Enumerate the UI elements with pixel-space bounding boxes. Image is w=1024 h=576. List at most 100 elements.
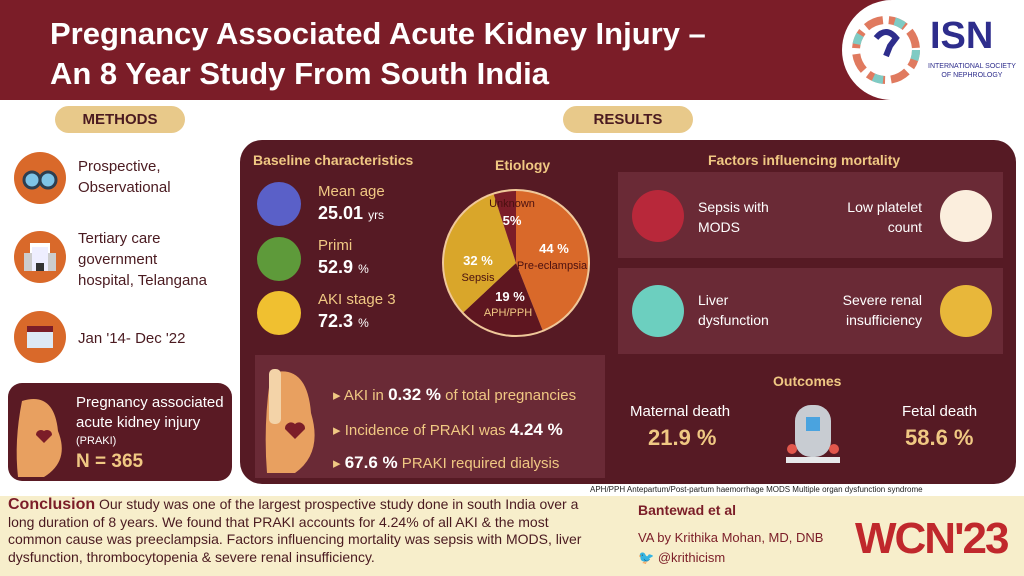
platelet-icon bbox=[940, 190, 992, 242]
tombstone-icon bbox=[786, 405, 840, 463]
twitter-handle[interactable]: 🐦 @krithicism bbox=[638, 550, 725, 566]
method-text: hospital, Telangana bbox=[78, 272, 207, 289]
footer: Conclusion Our study was one of the larg… bbox=[0, 496, 1024, 576]
praki-line: Pregnancy associated bbox=[76, 394, 224, 411]
isn-subtitle-1: INTERNATIONAL SOCIETY bbox=[928, 63, 1016, 70]
factor-text: Low platelet bbox=[847, 199, 922, 215]
pregnant-belly-icon bbox=[16, 399, 62, 477]
value: 25.01 bbox=[318, 203, 364, 223]
praki-title: Pregnancy associated acute kidney injury bbox=[76, 393, 224, 433]
etiology-title: Etiology bbox=[495, 157, 551, 173]
factor-text: dysfunction bbox=[698, 312, 769, 328]
va-credit: VA by Krithika Mohan, MD, DNB bbox=[638, 530, 824, 545]
stat-text: of total pregnancies bbox=[441, 387, 577, 404]
stat-text: PRAKI required dialysis bbox=[397, 455, 560, 472]
stat-text: Incidence of PRAKI was bbox=[344, 422, 510, 439]
mortality-title: Factors influencing mortality bbox=[708, 152, 901, 168]
unit: % bbox=[358, 262, 369, 276]
method-text: Observational bbox=[78, 179, 171, 196]
birthday-cake-icon bbox=[257, 182, 301, 226]
factor-text: Severe renal bbox=[842, 292, 922, 308]
stat-value: 67.6 bbox=[344, 453, 378, 472]
pie-category-label: Unknown bbox=[489, 198, 535, 210]
stats-box bbox=[255, 355, 605, 478]
twitter-text[interactable]: @krithicism bbox=[657, 550, 726, 565]
authors: Bantewad et al bbox=[638, 502, 737, 518]
pie-category-label: Sepsis bbox=[461, 272, 495, 284]
pregnant-woman-icon bbox=[257, 237, 301, 281]
stat-unit: % bbox=[377, 453, 398, 472]
stat-unit: % bbox=[421, 385, 441, 404]
pie-slice-pre-eclampsia bbox=[516, 191, 588, 330]
pie-slice-sepsis bbox=[444, 194, 516, 313]
praki-abbr: (PRAKI) bbox=[76, 435, 117, 447]
fetal-death-value: 58.6 % bbox=[905, 425, 974, 450]
factor-text: insufficiency bbox=[845, 312, 922, 328]
unit: % bbox=[358, 316, 369, 330]
pie-category-label: Pre-eclampsia bbox=[517, 260, 588, 272]
isn-emblem-icon bbox=[852, 16, 920, 84]
liver-icon bbox=[632, 285, 684, 337]
title-line-1: Pregnancy Associated Acute Kidney Injury… bbox=[50, 16, 706, 51]
title-line-2: An 8 Year Study From South India bbox=[50, 56, 549, 91]
stat-value: 0.32 bbox=[388, 385, 422, 404]
stat-value: 4.24 bbox=[509, 420, 543, 439]
isn-subtitle-2: OF NEPHROLOGY bbox=[941, 72, 1003, 79]
etiology-pie-chart: 44 % Pre-eclampsia 19 % APH/PPH 32 % Sepsis 5%… bbox=[442, 189, 590, 337]
stat-line: ▸ Incidence of PRAKI was 4.24 % bbox=[333, 420, 563, 439]
isn-subtitle: INTERNATIONAL SOCIETY OF NEPHROLOGY bbox=[928, 62, 1016, 80]
baseline-title: Baseline characteristics bbox=[253, 152, 414, 168]
value: 72.3 bbox=[318, 311, 354, 331]
results-label: RESULTS bbox=[563, 106, 693, 133]
factor-text: Liver bbox=[698, 292, 729, 308]
factor-liver: Liver dysfunction bbox=[698, 290, 769, 330]
isn-logo-text: ISN bbox=[930, 15, 994, 57]
factor-text: Sepsis with bbox=[698, 199, 769, 215]
pie-value-label: 5% bbox=[503, 213, 522, 228]
factor-sepsis: Sepsis with MODS bbox=[698, 197, 769, 237]
hospital-icon bbox=[14, 231, 66, 283]
method-text: Tertiary care bbox=[78, 230, 161, 247]
method-text: Prospective, bbox=[78, 158, 161, 175]
factor-text: count bbox=[887, 219, 922, 235]
outcomes-title: Outcomes bbox=[773, 373, 842, 389]
calendar-icon bbox=[14, 311, 66, 363]
methods-label: METHODS bbox=[55, 106, 185, 133]
pie-value-label: 32 % bbox=[463, 253, 493, 268]
stat-text: AKI in bbox=[343, 387, 389, 404]
baseline-label: AKI stage 3 bbox=[318, 291, 396, 308]
wcn-logo: WCN'23 bbox=[855, 514, 1009, 563]
praki-n: N = 365 bbox=[76, 451, 144, 472]
stat-line: ▸ 67.6 % PRAKI required dialysis bbox=[333, 453, 560, 472]
factor-renal: Severe renal insufficiency bbox=[822, 290, 922, 330]
praki-card: Pregnancy associated acute kidney injury … bbox=[8, 383, 232, 481]
pie-slice-aph-pph bbox=[463, 263, 543, 335]
conclusion-text: Our study was one of the largest prospec… bbox=[8, 496, 582, 565]
pie-category-label: APH/PPH bbox=[484, 307, 532, 319]
baseline-value: 25.01 yrs bbox=[318, 203, 384, 224]
baseline-value: 72.3 % bbox=[318, 311, 369, 332]
kidney-icon bbox=[940, 285, 992, 337]
baseline-label: Mean age bbox=[318, 183, 385, 200]
conclusion: Conclusion Our study was one of the larg… bbox=[8, 496, 600, 566]
pie-value-label: 44 % bbox=[539, 241, 569, 256]
method-setting: Tertiary care government hospital, Telanga… bbox=[78, 228, 207, 291]
method-period: Jan '14- Dec '22 bbox=[78, 330, 186, 347]
pregnant-belly-icon bbox=[265, 369, 315, 473]
isn-logo: ISN INTERNATIONAL SOCIETY OF NEPHROLOGY bbox=[842, 0, 1024, 100]
binoculars-icon bbox=[14, 152, 66, 204]
stat-unit: % bbox=[542, 420, 563, 439]
baseline-value: 52.9 % bbox=[318, 257, 369, 278]
bacteria-icon bbox=[632, 190, 684, 242]
value: 52.9 bbox=[318, 257, 354, 277]
maternal-death-value: 21.9 % bbox=[648, 425, 717, 450]
pie-value-label: 19 % bbox=[495, 289, 525, 304]
baseline-label: Primi bbox=[318, 237, 353, 254]
pie-slice-unknown bbox=[493, 191, 516, 263]
kidney-icon bbox=[257, 291, 301, 335]
twitter-icon: 🐦 bbox=[638, 550, 655, 565]
factor-platelet: Low platelet count bbox=[822, 197, 922, 237]
praki-line: acute kidney injury bbox=[76, 414, 201, 431]
maternal-death-label: Maternal death bbox=[630, 403, 731, 420]
stat-line: ▸ AKI in 0.32 % of total pregnancies bbox=[333, 385, 577, 404]
